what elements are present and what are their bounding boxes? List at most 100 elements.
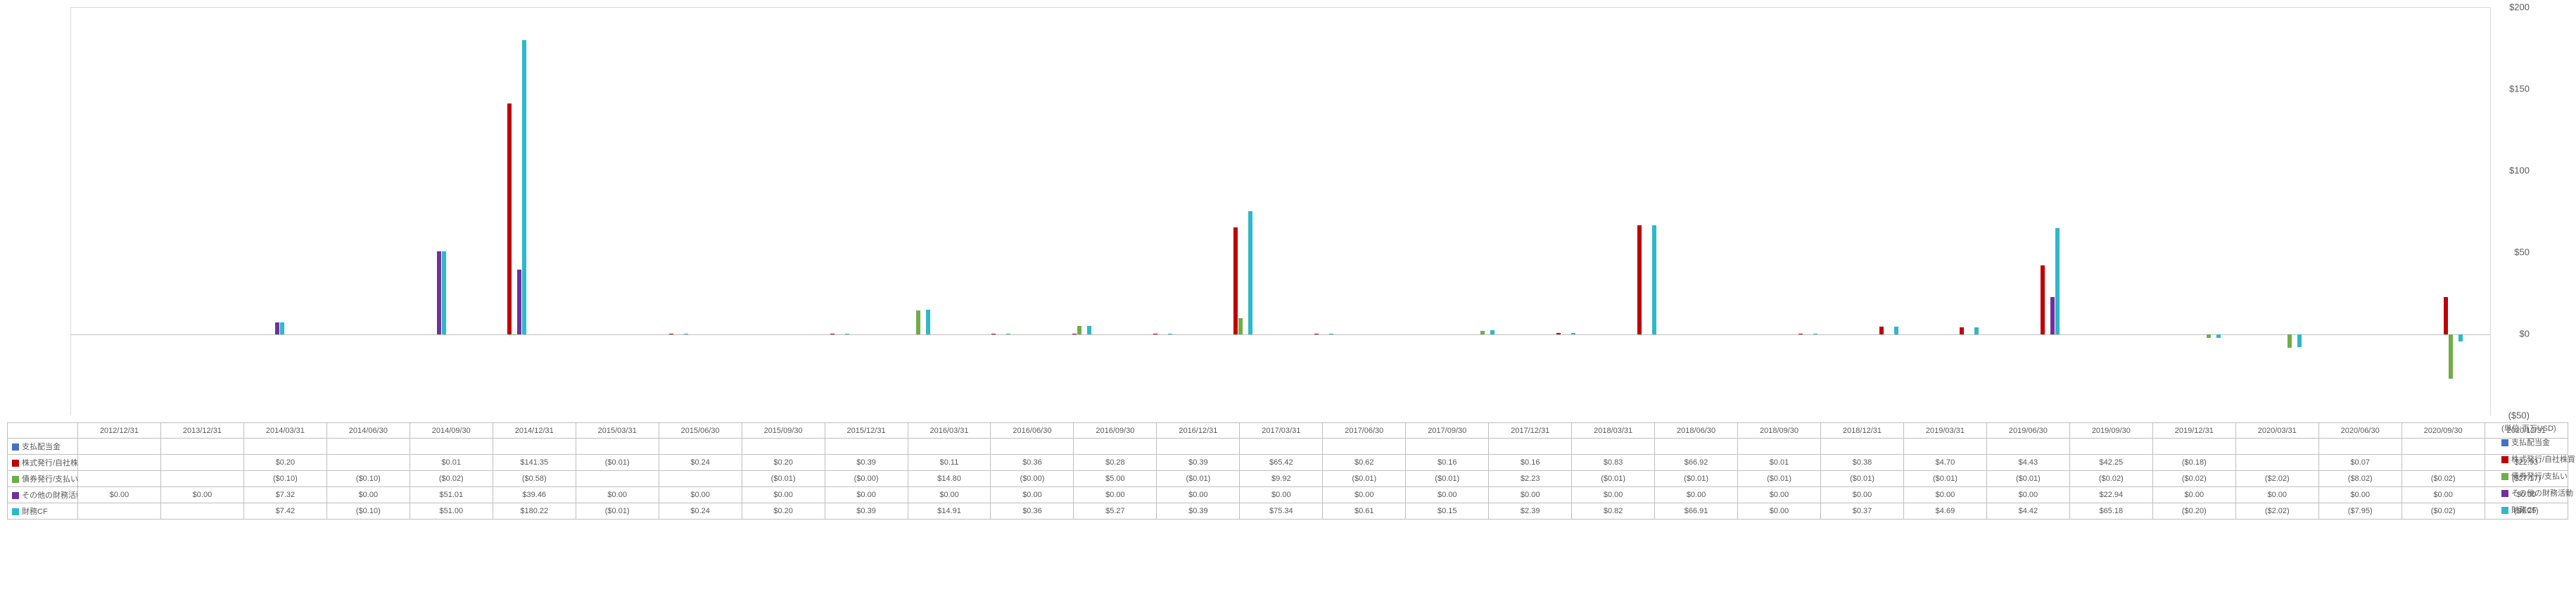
legend-swatch	[2501, 507, 2508, 514]
table-cell: $65.42	[1240, 455, 1323, 471]
legend-swatch	[12, 508, 19, 515]
y-tick: $150	[2509, 84, 2530, 94]
table-header-cell: 2017/09/30	[1406, 423, 1489, 439]
table-cell	[1903, 439, 1986, 455]
table-cell: $0.24	[659, 455, 742, 471]
table-cell: $0.01	[1738, 455, 1821, 471]
bar	[1233, 227, 1238, 334]
series-label-cell: 株式発行/自社株買い	[8, 455, 78, 471]
table-cell: $180.22	[493, 503, 576, 520]
table-cell: $0.16	[1406, 455, 1489, 471]
table-cell	[1489, 439, 1572, 455]
table-cell	[160, 439, 243, 455]
table-cell: ($0.01)	[1323, 471, 1406, 487]
table-cell: $0.39	[825, 503, 908, 520]
table-cell: $0.00	[1157, 487, 1240, 503]
bar	[1960, 327, 1964, 334]
table-cell	[78, 439, 161, 455]
bar	[1087, 326, 1091, 334]
table-cell: $75.34	[1240, 503, 1323, 520]
legend-item: 支払配当金	[2501, 436, 2576, 448]
table-cell: $0.83	[1572, 455, 1655, 471]
data-table: 2012/12/312013/12/312014/03/312014/06/30…	[7, 422, 2568, 520]
table-cell: ($2.02)	[2235, 471, 2318, 487]
bar	[512, 334, 516, 335]
table-header-cell: 2015/06/30	[659, 423, 742, 439]
zero-line	[71, 334, 2490, 335]
table-cell: ($0.01)	[1903, 471, 1986, 487]
legend-swatch	[12, 492, 19, 499]
table-cell	[1074, 439, 1157, 455]
table-cell: $51.01	[410, 487, 493, 503]
bar	[2458, 334, 2463, 341]
table-header-cell: 2020/03/31	[2235, 423, 2318, 439]
table-cell: $0.39	[825, 455, 908, 471]
bar	[1556, 333, 1561, 334]
table-cell: $7.32	[243, 487, 326, 503]
table-cell: $0.00	[326, 487, 410, 503]
table-cell: ($8.02)	[2318, 471, 2401, 487]
table-header-cell: 2017/03/31	[1240, 423, 1323, 439]
table-cell: $0.00	[2152, 487, 2235, 503]
table-cell: $4.70	[1903, 455, 1986, 471]
legend-swatch	[2501, 456, 2508, 463]
table-header-row: 2012/12/312013/12/312014/03/312014/06/30…	[8, 423, 2568, 439]
table-cell	[493, 439, 576, 455]
table-cell: $0.00	[1903, 487, 1986, 503]
bar	[2449, 334, 2453, 379]
table-cell: ($0.10)	[326, 471, 410, 487]
table-cell	[1157, 439, 1240, 455]
table-cell: ($0.01)	[1986, 471, 2069, 487]
table-cell: $0.38	[1821, 455, 1904, 471]
table-cell: $0.00	[1738, 503, 1821, 520]
table-cell: ($0.01)	[1738, 471, 1821, 487]
bar	[2444, 297, 2448, 334]
table-cell	[1572, 439, 1655, 455]
bar	[1894, 327, 1898, 334]
table-header-cell: 2017/06/30	[1323, 423, 1406, 439]
table-cell	[326, 455, 410, 471]
table-cell	[742, 439, 825, 455]
table-cell: $0.00	[2401, 487, 2485, 503]
table-cell: $0.01	[410, 455, 493, 471]
table-cell: ($0.58)	[493, 471, 576, 487]
table-cell: $0.39	[1157, 503, 1240, 520]
table-cell: $14.91	[908, 503, 991, 520]
table-cell	[243, 439, 326, 455]
table-cell: $51.00	[410, 503, 493, 520]
table-header-cell: 2015/03/31	[576, 423, 659, 439]
table-cell: ($0.18)	[2152, 455, 2235, 471]
bar	[1571, 333, 1575, 334]
table-cell: $14.80	[908, 471, 991, 487]
y-tick: $200	[2509, 2, 2530, 13]
table-cell: $2.39	[1489, 503, 1572, 520]
table-header-cell: 2014/06/30	[326, 423, 410, 439]
bar	[1480, 331, 1485, 334]
table-cell: $66.92	[1655, 455, 1738, 471]
table-cell: $0.20	[742, 503, 825, 520]
chart-plot-area	[70, 7, 2491, 415]
legend-swatch	[12, 443, 19, 451]
table-header-cell: 2013/12/31	[160, 423, 243, 439]
table-header-cell: 2015/09/30	[742, 423, 825, 439]
table-cell: ($0.01)	[1821, 471, 1904, 487]
bar	[2050, 297, 2055, 334]
data-table-wrap: 2012/12/312013/12/312014/03/312014/06/30…	[7, 422, 2568, 520]
table-cell	[1986, 439, 2069, 455]
bar	[926, 310, 930, 334]
bar	[2055, 228, 2060, 334]
legend-item: 債券発行/支払い	[2501, 470, 2576, 482]
table-cell: $0.11	[908, 455, 991, 471]
table-header-cell: 2018/06/30	[1655, 423, 1738, 439]
table-cell: ($7.95)	[2318, 503, 2401, 520]
table-cell	[1738, 439, 1821, 455]
bar	[442, 251, 446, 334]
table-row: 株式発行/自社株買い$0.20$0.01$141.35($0.01)$0.24$…	[8, 455, 2568, 471]
table-header-cell: 2017/12/31	[1489, 423, 1572, 439]
table-header-cell: 2014/12/31	[493, 423, 576, 439]
table-cell	[2235, 439, 2318, 455]
table-cell: $0.00	[908, 487, 991, 503]
table-cell: $0.00	[825, 487, 908, 503]
table-cell	[160, 503, 243, 520]
bar	[1490, 330, 1495, 334]
